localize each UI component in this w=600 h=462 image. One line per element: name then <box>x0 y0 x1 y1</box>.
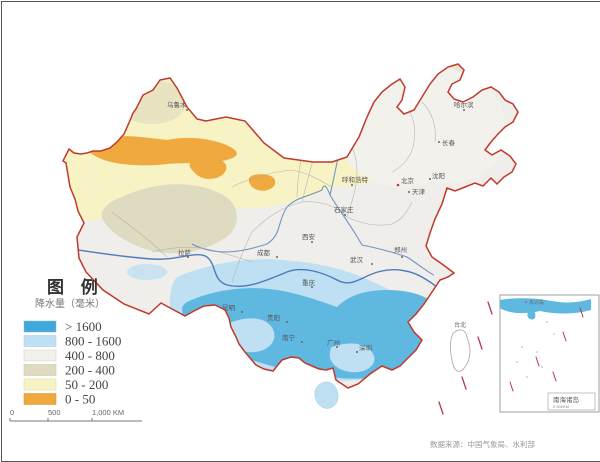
svg-text:400 - 800: 400 - 800 <box>65 348 115 363</box>
svg-text:800 - 1600: 800 - 1600 <box>65 334 121 349</box>
svg-text:南京: 南京 <box>454 267 468 276</box>
svg-text:石家庄: 石家庄 <box>334 205 354 214</box>
svg-text:南宁: 南宁 <box>282 333 296 342</box>
svg-text:昆明: 昆明 <box>222 304 236 312</box>
svg-text:200 - 400: 200 - 400 <box>65 363 115 378</box>
svg-text:广州: 广州 <box>327 338 340 347</box>
svg-text:武汉: 武汉 <box>350 255 364 264</box>
svg-text:天津: 天津 <box>412 188 426 196</box>
svg-text:降水量（毫米）: 降水量（毫米） <box>35 297 105 310</box>
svg-text:50 - 200: 50 - 200 <box>65 377 108 392</box>
svg-text:重庆: 重庆 <box>302 278 316 287</box>
svg-text:0 500KM: 0 500KM <box>553 404 569 409</box>
svg-text:拉萨: 拉萨 <box>178 248 192 257</box>
svg-text:沈阳: 沈阳 <box>432 171 445 180</box>
svg-text:深圳: 深圳 <box>359 343 372 352</box>
svg-text:> 1600: > 1600 <box>65 319 102 334</box>
svg-text:呼和浩特: 呼和浩特 <box>342 175 369 184</box>
svg-text:0: 0 <box>10 408 14 417</box>
svg-text:1,000 KM: 1,000 KM <box>92 408 124 417</box>
svg-text:数据来源：中国气象局、水利部: 数据来源：中国气象局、水利部 <box>430 439 535 449</box>
svg-text:台北: 台北 <box>454 321 466 329</box>
svg-text:长春: 长春 <box>442 138 456 147</box>
svg-text:图 例: 图 例 <box>47 277 104 297</box>
svg-text:成都: 成都 <box>257 248 271 257</box>
svg-text:西安: 西安 <box>302 232 316 241</box>
svg-text:郑州: 郑州 <box>394 246 407 254</box>
svg-text:贵阳: 贵阳 <box>267 313 280 322</box>
svg-text:上海: 上海 <box>469 273 483 282</box>
svg-text:永兴岛: 永兴岛 <box>529 299 544 306</box>
svg-text:500: 500 <box>48 408 61 417</box>
svg-text:杭州: 杭州 <box>432 292 445 301</box>
svg-text:0 - 50: 0 - 50 <box>65 392 95 407</box>
svg-text:乌鲁木齐: 乌鲁木齐 <box>167 100 194 109</box>
svg-text:北京: 北京 <box>401 176 415 185</box>
svg-text:南海诸岛: 南海诸岛 <box>553 395 579 404</box>
